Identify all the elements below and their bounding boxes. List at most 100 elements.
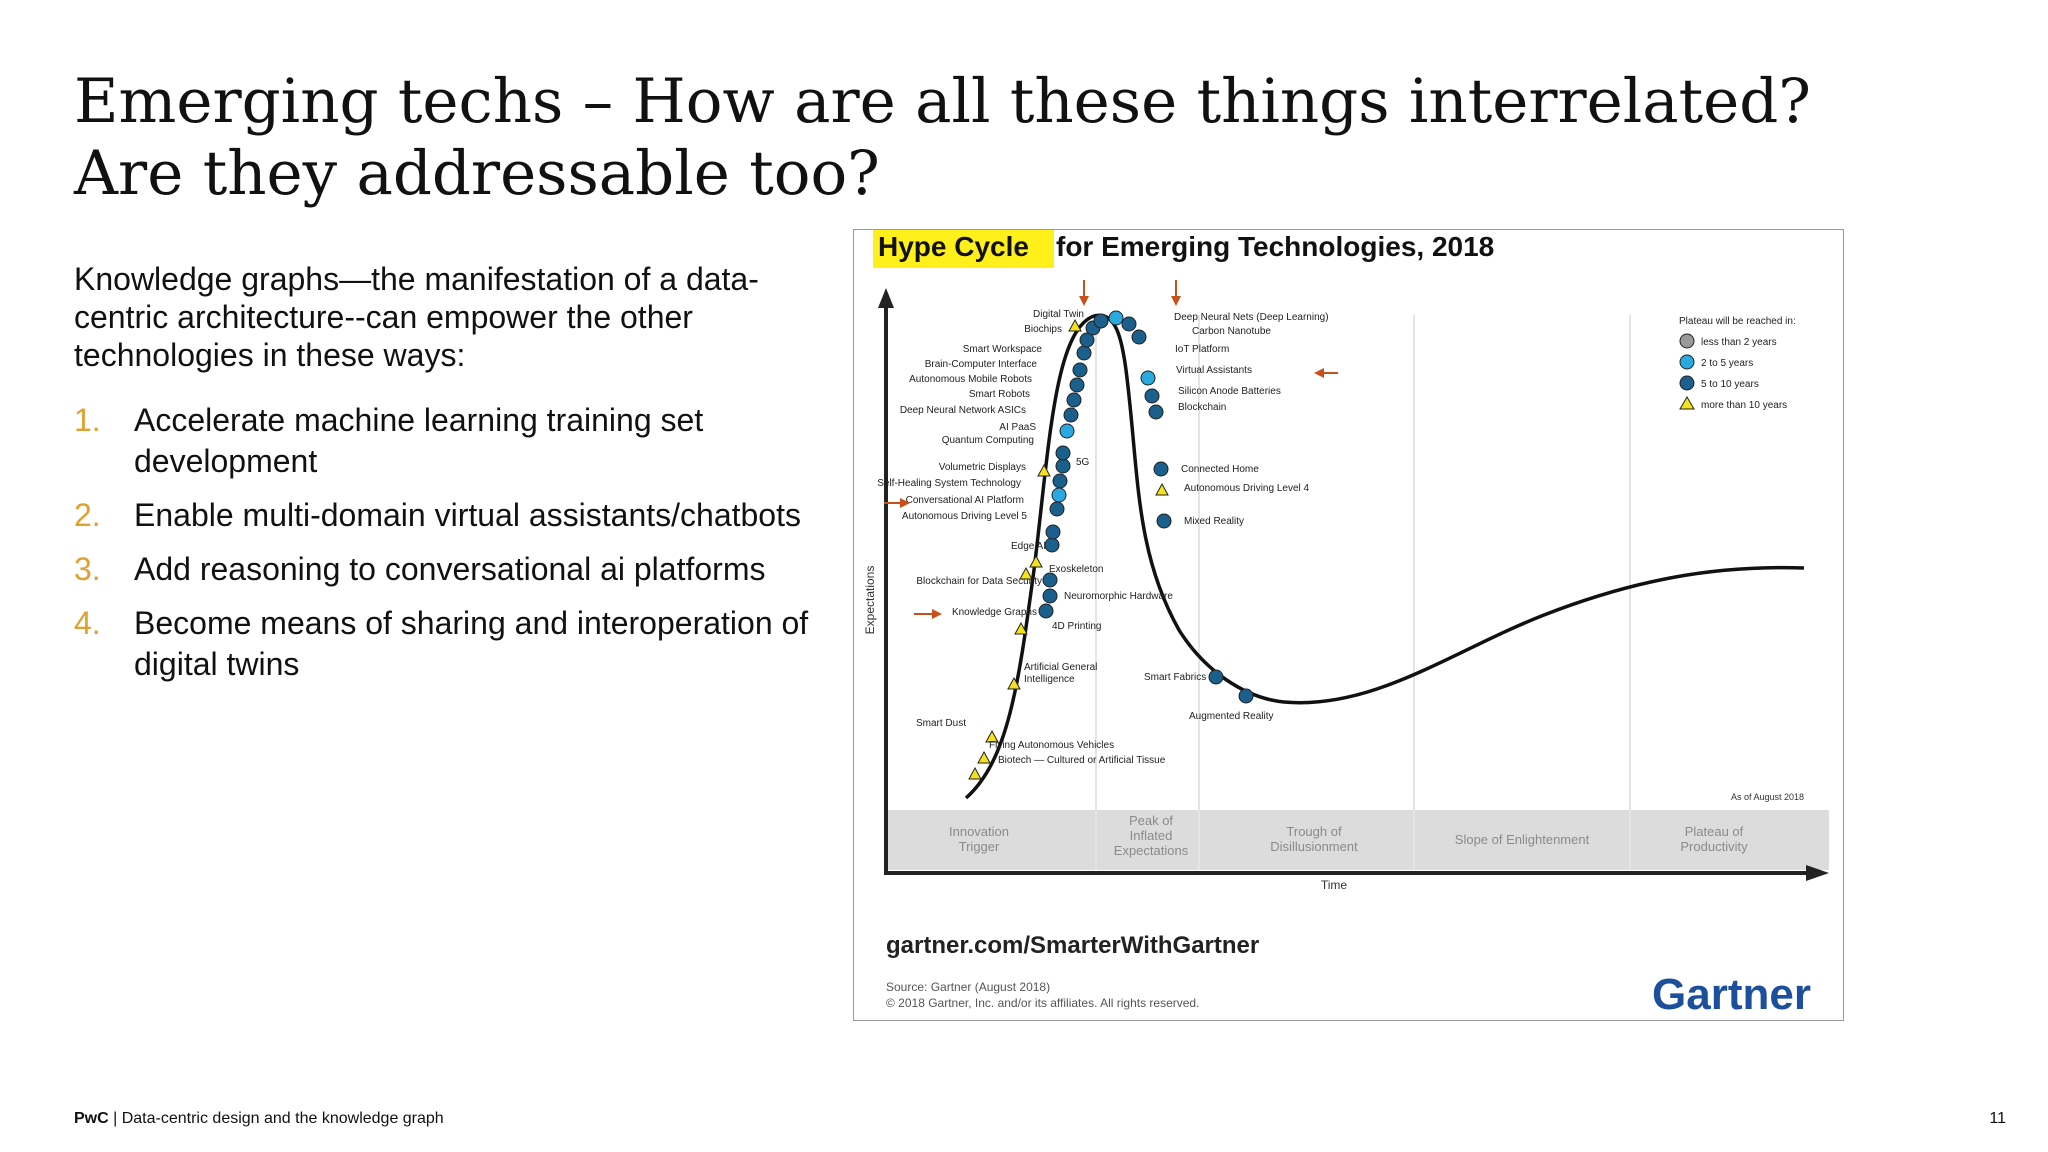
triangle-marker — [985, 729, 999, 743]
tech-label: Smart Dust — [916, 718, 966, 729]
y-axis-label: Expectations — [863, 566, 877, 635]
intro-text: Knowledge graphs—the manifestation of a … — [74, 261, 759, 373]
legend: Plateau will be reached in: less than 2 … — [1679, 316, 1796, 411]
down-arrow-icon — [1171, 296, 1181, 306]
dark-blue-marker — [1052, 473, 1068, 489]
tech-label: Smart Workspace — [963, 344, 1043, 355]
footer-text: | Data-centric design and the knowledge … — [108, 1110, 444, 1127]
legend-label: more than 10 years — [1701, 400, 1787, 411]
triangle-marker — [1068, 318, 1082, 332]
phase-labels: Innovation Trigger Peak of Inflated Expe… — [949, 813, 1748, 858]
legend-marker-light-blue — [1679, 354, 1695, 370]
tech-label: Mixed Reality — [1184, 516, 1244, 527]
gartner-logo: Gartner — [1652, 970, 1811, 1019]
tech-label: Biochips — [1024, 324, 1062, 335]
x-axis-arrow — [1806, 865, 1829, 881]
hype-cycle-figure: Hype Cycle for Emerging Technologies, 20… — [853, 229, 1844, 1021]
legend-title: Plateau will be reached in: — [1679, 316, 1796, 327]
slide-title-line1: Emerging techs – How are all these thing… — [74, 66, 1811, 137]
list-item: 1. Accelerate machine learning training s… — [74, 400, 834, 482]
tech-label: Self-Healing System Technology — [877, 478, 1021, 489]
hype-cycle-diagram: Hype Cycle for Emerging Technologies, 20… — [863, 230, 1829, 1019]
tech-label: Autonomous Mobile Robots — [909, 374, 1032, 385]
tech-label: Connected Home — [1181, 464, 1259, 475]
list-number: 2. — [74, 497, 101, 533]
tech-label: Carbon Nanotube — [1192, 326, 1271, 337]
dark-blue-marker — [1049, 501, 1065, 517]
phase-label: Productivity — [1680, 839, 1748, 854]
triangle-marker — [1029, 554, 1043, 568]
tech-label: Digital Twin — [1033, 309, 1084, 320]
dark-blue-marker — [1079, 332, 1095, 348]
tech-label: Artificial General — [1024, 662, 1097, 673]
title-highlight-box — [873, 230, 1054, 268]
dark-blue-marker — [1063, 407, 1079, 423]
phase-dividers — [1095, 315, 1631, 870]
phase-label: Expectations — [1114, 843, 1189, 858]
phase-label: Peak of — [1129, 813, 1173, 828]
list-text: Become means of sharing and interoperati… — [134, 605, 809, 682]
triangle-marker — [1155, 482, 1169, 496]
tech-markers-left — [968, 310, 1254, 780]
legend-label: less than 2 years — [1701, 337, 1777, 348]
list-number: 3. — [74, 551, 101, 587]
list-item: 4. Become means of sharing and interopera… — [74, 603, 834, 685]
list-number: 4. — [74, 605, 101, 641]
dark-blue-marker — [1042, 572, 1058, 588]
triangle-marker — [1019, 566, 1033, 580]
legend-label: 2 to 5 years — [1701, 358, 1753, 369]
legend-marker-dark-blue — [1679, 375, 1695, 391]
tech-label: Blockchain — [1178, 402, 1226, 413]
dark-blue-marker — [1144, 388, 1160, 404]
phase-label: Innovation — [949, 824, 1009, 839]
light-blue-marker — [1059, 423, 1075, 439]
dark-blue-marker — [1045, 524, 1061, 540]
triangle-marker — [1037, 463, 1051, 477]
dark-blue-marker — [1055, 445, 1071, 461]
tech-label: Exoskeleton — [1049, 564, 1103, 575]
tech-label: Biotech — Cultured or Artificial Tissue — [998, 755, 1166, 766]
tech-label: AI PaaS — [999, 422, 1036, 433]
phase-label: Plateau of — [1685, 824, 1744, 839]
dark-blue-marker — [1131, 329, 1147, 345]
tech-label: Silicon Anode Batteries — [1178, 386, 1281, 397]
dark-blue-marker — [1121, 316, 1137, 332]
dark-blue-marker — [1208, 669, 1224, 685]
footer: PwC | Data-centric design and the knowle… — [74, 1110, 444, 1128]
phase-label: Trigger — [959, 839, 1000, 854]
dark-blue-marker — [1093, 313, 1109, 329]
tech-label: Augmented Reality — [1189, 711, 1274, 722]
right-arrow-icon — [900, 498, 910, 508]
light-blue-marker — [1108, 310, 1124, 326]
phase-label: Slope of Enlightenment — [1455, 832, 1590, 847]
highlight-arrows — [884, 280, 1338, 619]
tech-label: Flying Autonomous Vehicles — [989, 740, 1114, 751]
phase-label: Inflated — [1130, 828, 1173, 843]
tech-label: Neuromorphic Hardware — [1064, 591, 1173, 602]
hype-curve — [964, 313, 1805, 800]
dark-blue-marker — [1069, 377, 1085, 393]
tech-label: IoT Platform — [1175, 344, 1229, 355]
tech-label: Autonomous Driving Level 5 — [902, 511, 1028, 522]
list-number: 1. — [74, 402, 101, 438]
tech-labels-left: Digital Twin Biochips Smart Workspace Br… — [877, 309, 1084, 729]
copyright-line: © 2018 Gartner, Inc. and/or its affiliat… — [886, 996, 1199, 1010]
dark-blue-marker — [1038, 603, 1054, 619]
tech-label: 5G — [1076, 457, 1090, 468]
source-line: Source: Gartner (August 2018) — [886, 980, 1050, 994]
tech-label: Volumetric Displays — [939, 462, 1026, 473]
tech-label: Smart Robots — [969, 389, 1030, 400]
dark-blue-marker — [1055, 458, 1071, 474]
as-of-date: As of August 2018 — [1731, 792, 1804, 802]
tech-labels-right: Deep Neural Nets (Deep Learning) Carbon … — [989, 312, 1329, 766]
triangle-marker — [977, 750, 991, 764]
left-arrow-icon — [1314, 368, 1324, 378]
tech-label: Autonomous Driving Level 4 — [1184, 483, 1310, 494]
dark-blue-marker — [1044, 537, 1060, 553]
dark-blue-marker — [1076, 345, 1092, 361]
light-blue-marker — [1051, 487, 1067, 503]
triangle-marker — [1014, 621, 1028, 635]
tech-label: Quantum Computing — [942, 435, 1034, 446]
list-item: 2. Enable multi-domain virtual assistants… — [74, 495, 834, 536]
triangle-marker — [1007, 676, 1021, 690]
